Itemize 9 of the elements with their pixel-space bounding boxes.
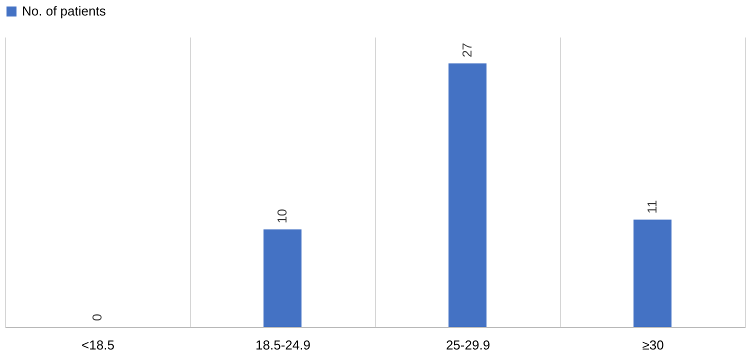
x-tick-label: ≥30 [642, 338, 664, 352]
x-tick-label: <18.5 [82, 338, 114, 352]
data-label: 27 [460, 42, 474, 58]
legend-label: No. of patients [22, 4, 106, 18]
data-label: 11 [644, 200, 660, 214]
data-label: 10 [274, 208, 290, 224]
x-tick-label: 18.5-24.9 [256, 338, 310, 352]
data-label: 0 [90, 314, 104, 321]
x-tick-label: 25-29.9 [446, 338, 490, 352]
